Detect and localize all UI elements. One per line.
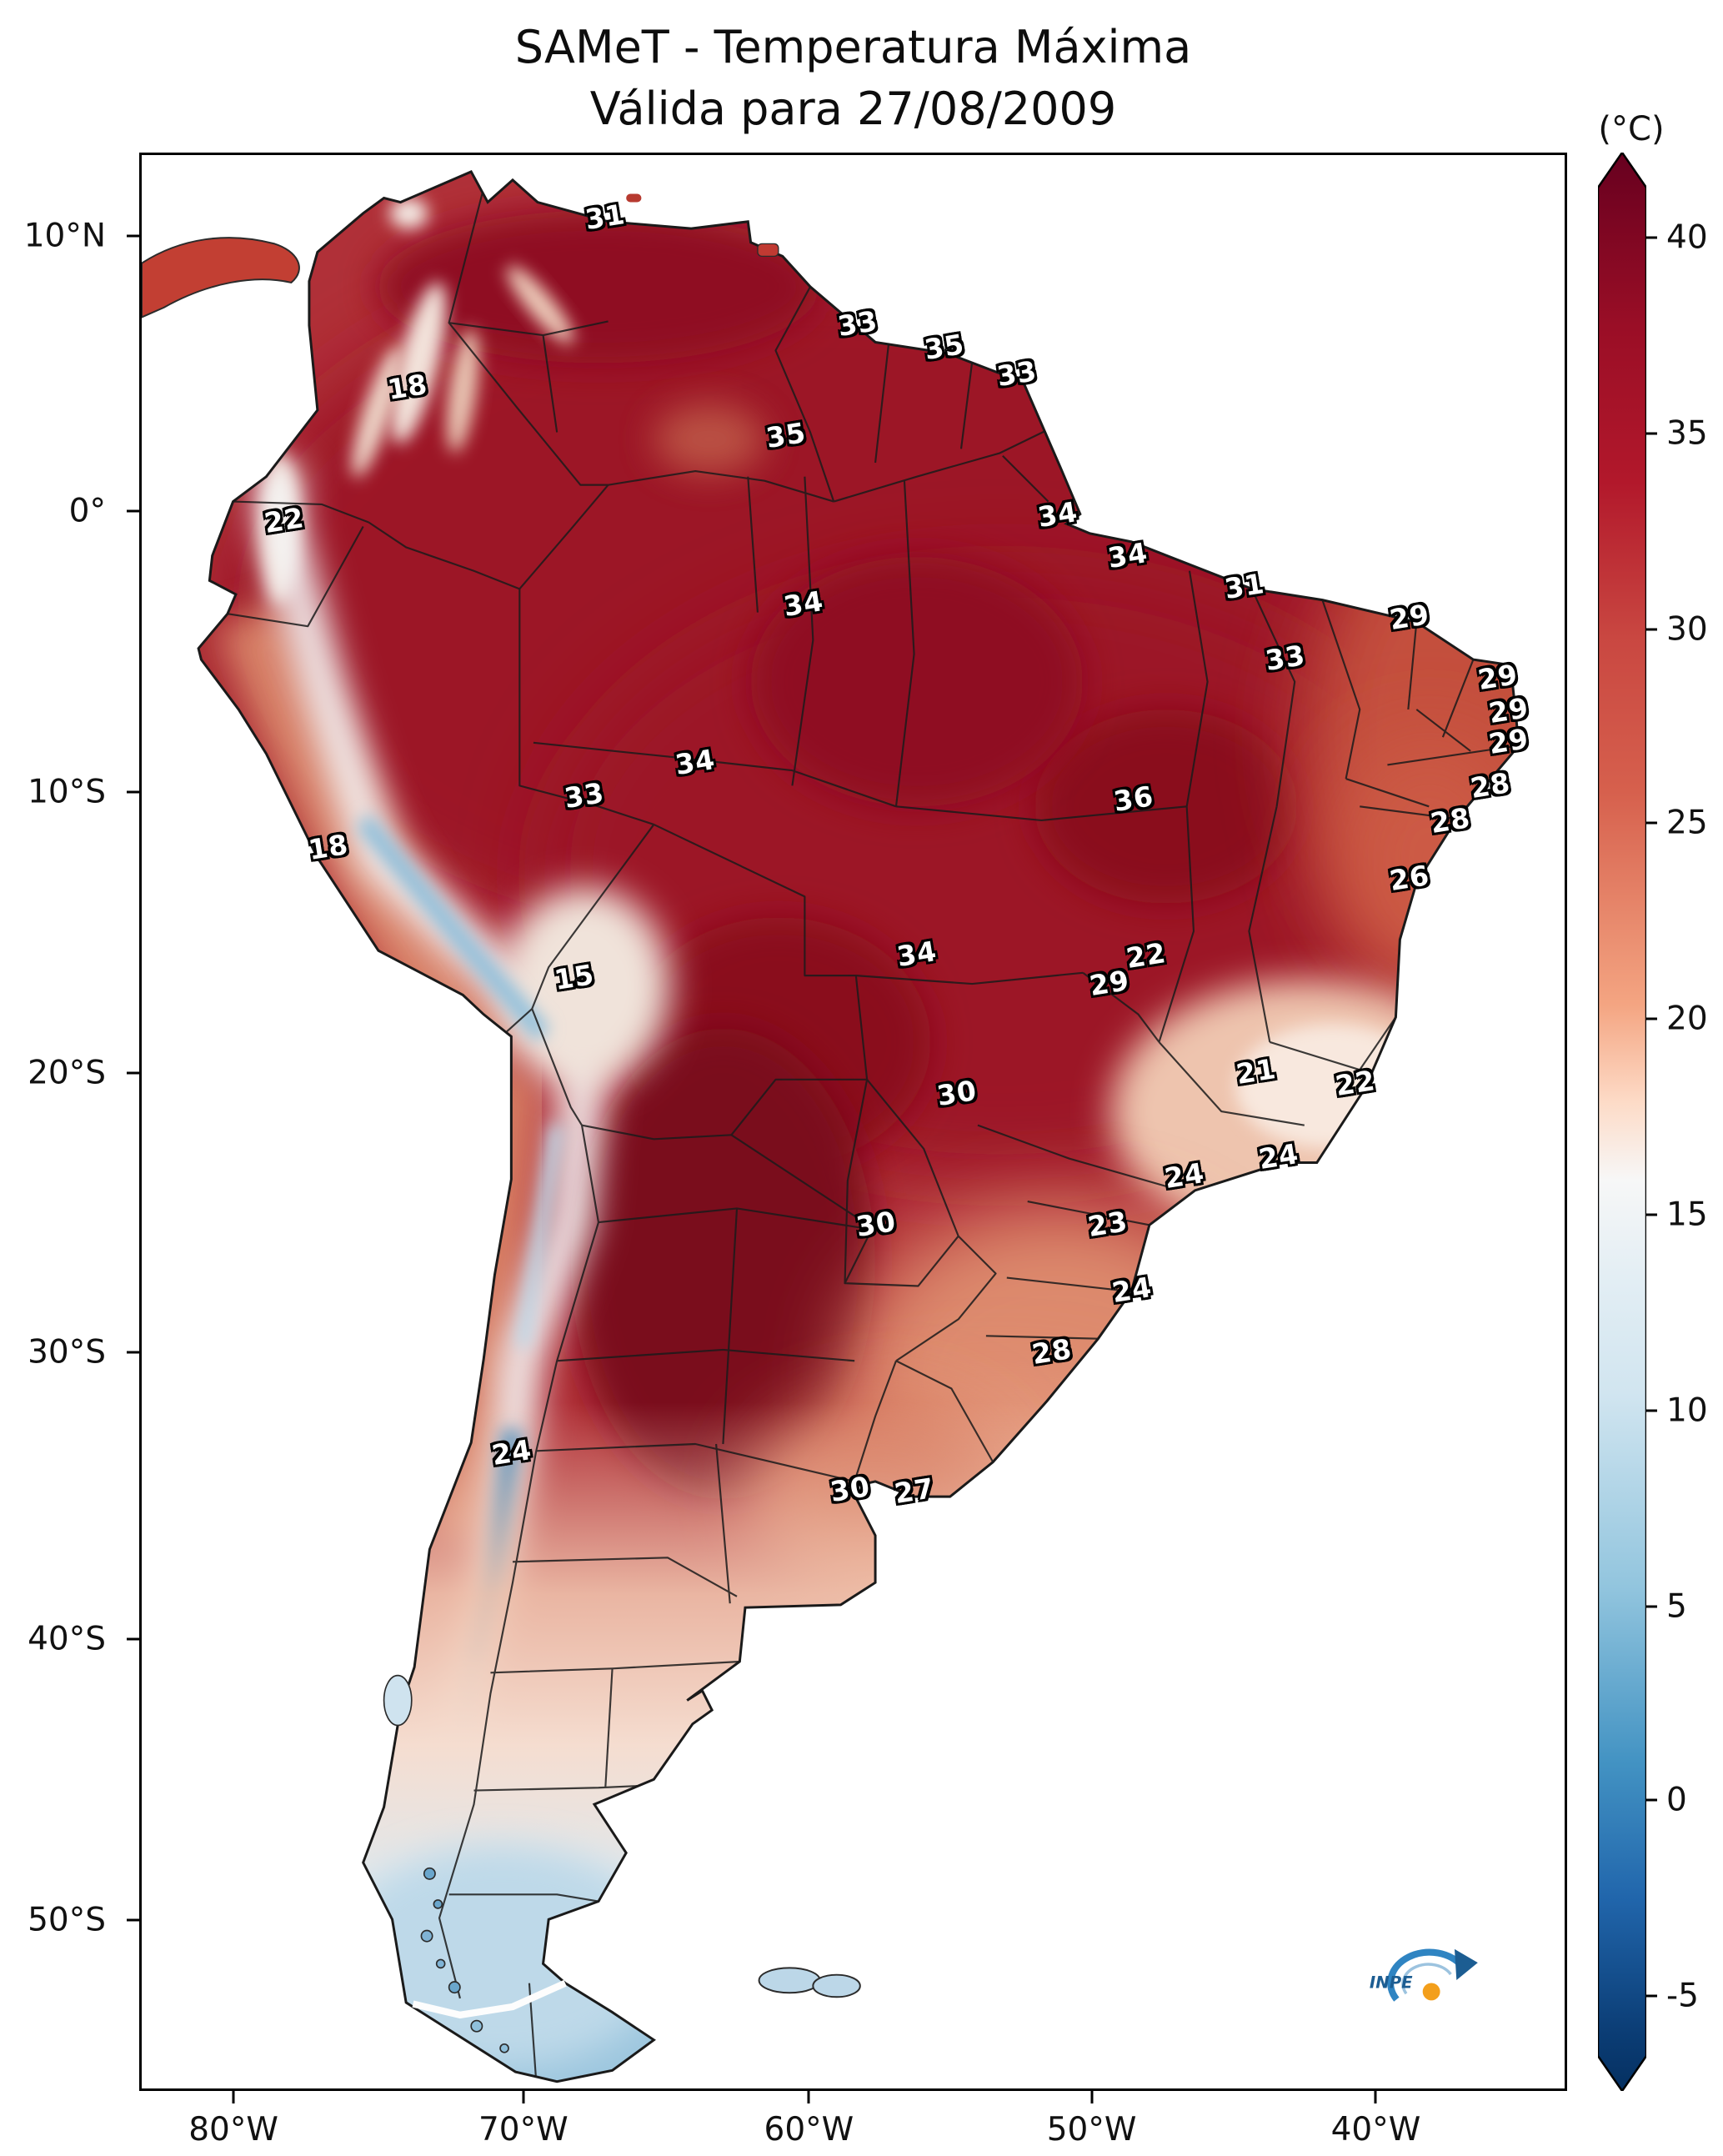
colorbar-tick-label: 25	[1666, 804, 1708, 842]
colorbar-tick-label: 5	[1666, 1587, 1687, 1626]
logo-orange-dot	[1422, 1983, 1440, 2001]
x-tick-label: 40°W	[1330, 2111, 1421, 2148]
south-america-map-svg	[142, 170, 1520, 2083]
x-tick-mark	[1374, 2091, 1377, 2103]
temperature-field	[198, 171, 1520, 2082]
x-tick-mark	[1090, 2091, 1094, 2103]
colorbar-tick-mark	[1646, 821, 1657, 825]
x-axis: 80°W 70°W 60°W 50°W 40°W	[139, 2091, 1567, 2156]
political-borders	[227, 188, 1520, 2082]
y-tick-mark	[127, 1637, 139, 1641]
colorbar-tick-label: 30	[1666, 610, 1708, 649]
y-tick-label: 40°S	[28, 1620, 106, 1658]
y-tick-mark	[127, 509, 139, 513]
x-tick-mark	[232, 2091, 235, 2103]
x-tick-mark	[522, 2091, 525, 2103]
x-tick-label: 50°W	[1046, 2111, 1137, 2148]
y-tick-label: 10°N	[23, 217, 106, 255]
y-tick-label: 0°	[68, 492, 106, 530]
colorbar-tick-mark	[1646, 1213, 1657, 1216]
colorbar-tick-label: 40	[1666, 218, 1708, 257]
chiloe-island	[383, 1674, 413, 1727]
y-tick-mark	[127, 1351, 139, 1354]
page-subtitle: Válida para 27/08/2009	[589, 83, 1117, 135]
colorbar-tick-mark	[1646, 432, 1657, 435]
colorbar: 40 35 30 25 20 15 10 5 0 -5	[1598, 153, 1708, 2091]
x-tick-label: 80°W	[188, 2111, 278, 2148]
page-title: SAMeT - Temperatura Máxima	[514, 21, 1192, 73]
x-tick-mark	[807, 2091, 810, 2103]
magellan-strait	[412, 1979, 567, 2019]
colorbar-tick-label: 15	[1666, 1196, 1708, 1234]
margarita-island	[626, 193, 642, 203]
colorbar-tick-mark	[1646, 628, 1657, 631]
colorbar-tick-mark	[1646, 1798, 1657, 1802]
colorbar-tick-mark	[1646, 1994, 1657, 1998]
colorbar-tick-mark	[1646, 1605, 1657, 1608]
pacific-fjord-islands	[420, 1867, 509, 2053]
logo-inner-arc	[1401, 1963, 1452, 1995]
colorbar-tick-mark	[1646, 1017, 1657, 1020]
colorbar-tick-label: 20	[1666, 1000, 1708, 1038]
colorbar-tick-label: 35	[1666, 414, 1708, 453]
falkland-islands	[758, 1967, 861, 1998]
map-plot-area: 31 33 35 33 18 35 22 34 34 31 34 29 33 29 29 29 34 28 33 36…	[139, 153, 1567, 2091]
y-tick-label: 10°S	[28, 773, 106, 811]
colorbar-tick-mark	[1646, 1409, 1657, 1412]
y-axis: 10°N 0° 10°S 20°S 30°S 40°S 50°S	[0, 153, 139, 2091]
y-tick-mark	[127, 1071, 139, 1075]
colorbar-tick-label: 10	[1666, 1391, 1708, 1430]
coastline	[197, 170, 1520, 2083]
colorbar-unit-label: (°C)	[1598, 110, 1665, 148]
colorbar-tick-mark	[1646, 236, 1657, 239]
trinidad-island	[757, 243, 779, 258]
colorbar-ticks: 40 35 30 25 20 15 10 5 0 -5	[1646, 153, 1723, 2091]
x-tick-label: 70°W	[478, 2111, 568, 2148]
colorbar-tick-label: -5	[1666, 1977, 1699, 2015]
y-tick-mark	[127, 234, 139, 238]
logo-arrowhead	[1455, 1948, 1478, 1980]
y-tick-label: 20°S	[28, 1054, 106, 1092]
logo-swirl-arc	[1387, 1948, 1465, 2002]
y-tick-label: 50°S	[28, 1901, 106, 1939]
y-tick-label: 30°S	[28, 1333, 106, 1371]
colorbar-tick-label: 0	[1666, 1781, 1687, 1819]
colorbar-gradient	[1598, 153, 1646, 2091]
inpe-logo: INPE	[1370, 1948, 1478, 2002]
panama-landmass	[142, 237, 300, 318]
y-tick-mark	[127, 790, 139, 794]
y-tick-mark	[127, 1918, 139, 1922]
logo-text: INPE	[1370, 1973, 1413, 1992]
x-tick-label: 60°W	[764, 2111, 854, 2148]
